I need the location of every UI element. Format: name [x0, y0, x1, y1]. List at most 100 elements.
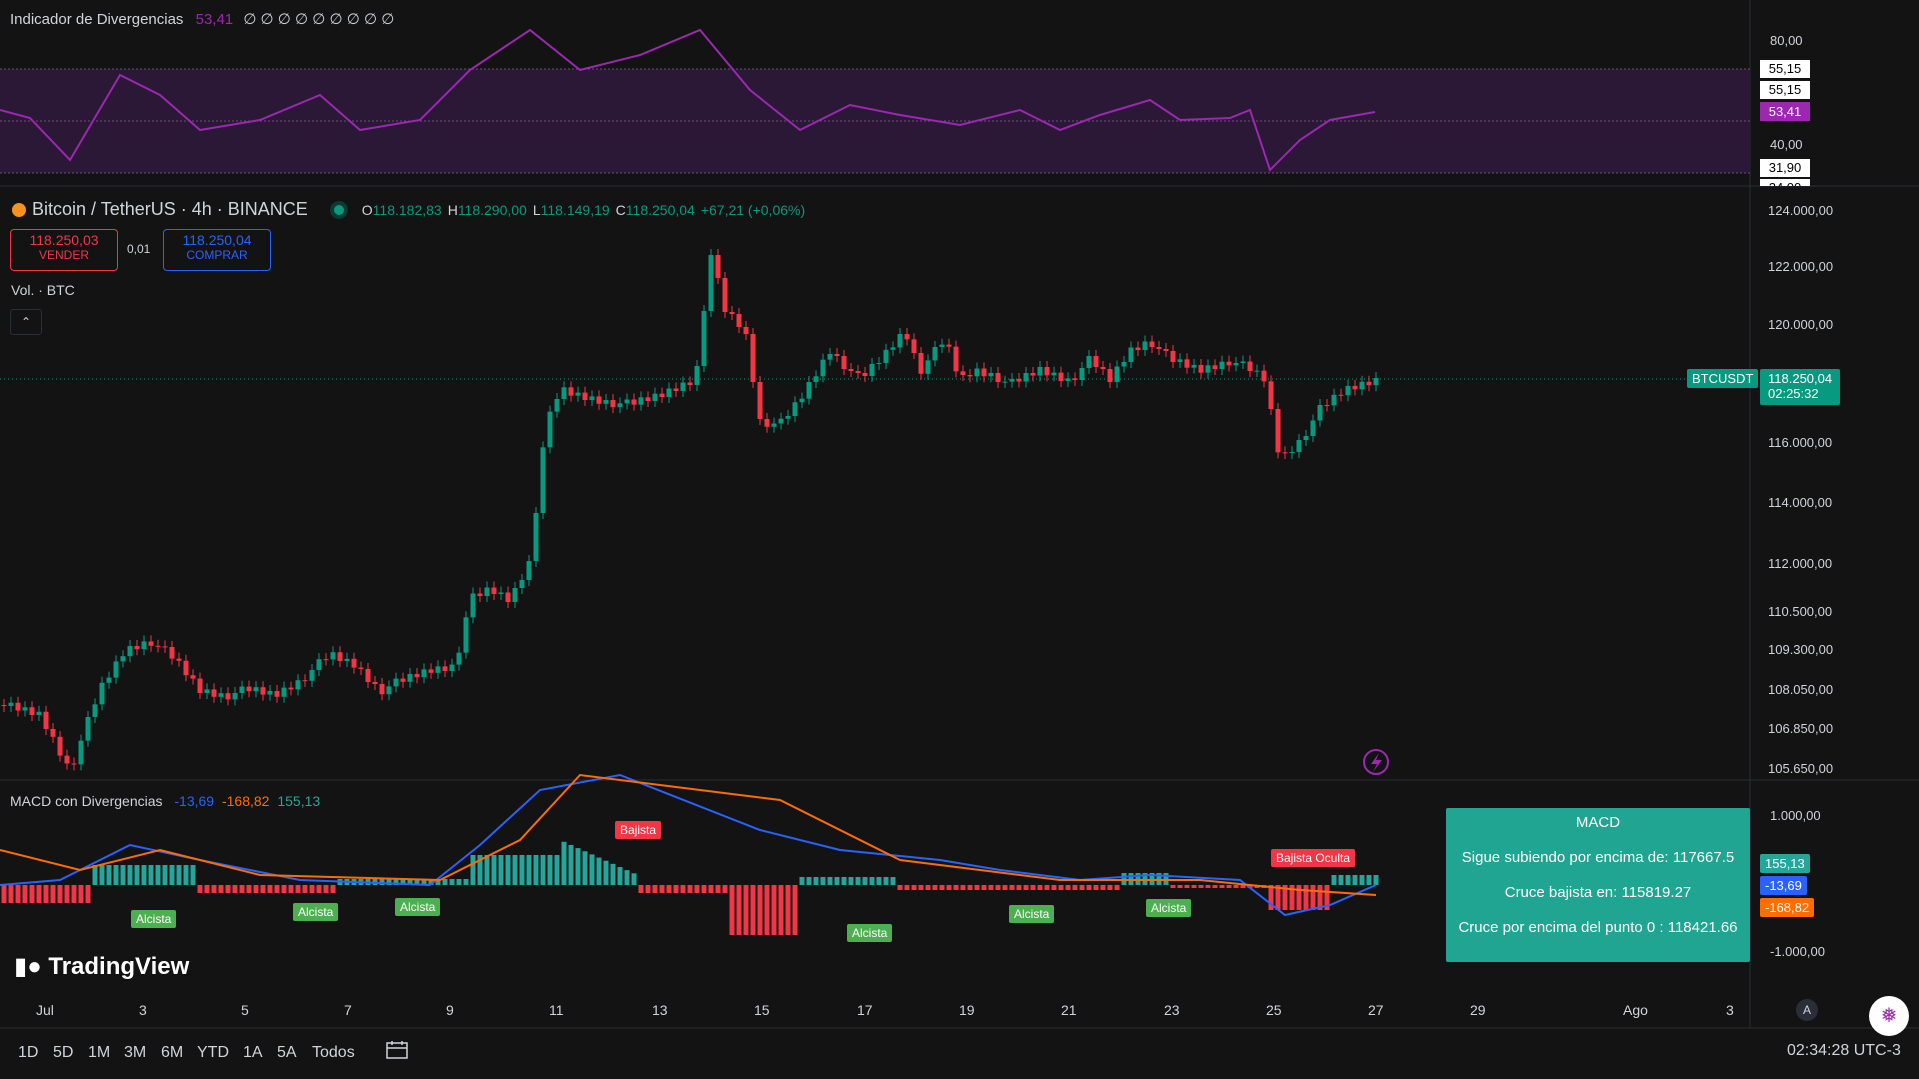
price-axis-label: 110.500,00 [1768, 604, 1833, 619]
macd-histogram-bar [953, 885, 959, 890]
timeframe-button-3m[interactable]: 3M [124, 1044, 147, 1061]
candle-body [778, 418, 784, 424]
timeframe-button-ytd[interactable]: YTD [197, 1044, 229, 1061]
macd-histogram-bar [204, 885, 210, 893]
time-axis-label: 3 [139, 1002, 147, 1018]
macd-histogram-bar [771, 885, 777, 935]
timeframe-button-5d[interactable]: 5D [53, 1044, 74, 1061]
candle-body [1212, 365, 1218, 369]
brain-icon[interactable]: ❅ [1869, 996, 1909, 1036]
candle-body [792, 402, 798, 416]
candle-body [358, 667, 364, 669]
macd-histogram-bar [36, 885, 42, 903]
macd-histogram-bar [785, 885, 791, 935]
symbol-legend[interactable]: Bitcoin / TetherUS · 4h · BINANCE O118.1… [12, 199, 805, 220]
macd-histogram-bar [85, 885, 91, 903]
timeframe-button-5a[interactable]: 5A [277, 1044, 297, 1061]
symbol-title: Bitcoin / TetherUS · 4h · BINANCE [32, 199, 308, 219]
candle-body [813, 376, 819, 382]
candle-body [1093, 356, 1099, 367]
candle-body [890, 347, 896, 350]
candle-body [316, 659, 322, 670]
macd-histogram-bar [71, 885, 77, 903]
candle-body [1191, 365, 1197, 368]
macd-histogram-bar [701, 885, 707, 893]
macd-histogram-bar [855, 877, 861, 885]
tradingview-logo[interactable]: ▮● TradingView [14, 952, 189, 981]
candle-body [1044, 367, 1050, 376]
macd-histogram-bar [981, 885, 987, 890]
candle-body [239, 686, 245, 693]
macd-histogram-bar [127, 865, 133, 885]
volume-legend[interactable]: Vol. · BTC [11, 282, 75, 298]
candle-body [554, 399, 560, 412]
macd-histogram-bar [463, 879, 469, 885]
timeframe-button-1d[interactable]: 1D [18, 1044, 39, 1061]
candle-body [1072, 378, 1078, 380]
auto-scale-button[interactable]: A [1796, 999, 1818, 1021]
lightning-icon[interactable] [1363, 749, 1389, 775]
macd-histogram-bar [1051, 885, 1057, 890]
candle-body [344, 658, 350, 661]
candle-body [1149, 341, 1155, 347]
sell-button[interactable]: 118.250,03 VENDER [10, 229, 118, 271]
macd-histogram-bar [288, 885, 294, 893]
candle-body [1030, 373, 1036, 376]
macd-legend[interactable]: MACD con Divergencias -13,69 -168,82 155… [10, 793, 320, 809]
macd-histogram-bar [820, 877, 826, 885]
clock[interactable]: 02:34:28 UTC-3 [1787, 1042, 1901, 1059]
macd-histogram-bar [1037, 885, 1043, 890]
buy-button[interactable]: 118.250,04 COMPRAR [163, 229, 271, 271]
price-axis-label: 114.000,00 [1768, 495, 1833, 510]
candle-body [918, 353, 924, 374]
macd-histogram-bar [1219, 885, 1225, 888]
candle-body [1, 705, 7, 706]
candle-body [561, 387, 567, 399]
divergence-indicator-legend[interactable]: Indicador de Divergencias 53,41 ∅ ∅ ∅ ∅ … [10, 10, 394, 28]
candle-body [1128, 347, 1134, 362]
candle-body [932, 347, 938, 361]
candle-body [1086, 356, 1092, 368]
macd-histogram-bar [883, 877, 889, 885]
candle-body [1338, 394, 1344, 396]
candle-body [218, 693, 224, 697]
timeframe-button-todos[interactable]: Todos [312, 1044, 355, 1061]
macd-histogram-bar [673, 885, 679, 893]
macd-histogram-bar [29, 885, 35, 903]
macd-value-3: 155,13 [277, 793, 321, 809]
timeframe-button-6m[interactable]: 6M [161, 1044, 184, 1061]
candle-body [1135, 347, 1141, 350]
candle-body [806, 382, 812, 399]
high-value: 118.290,00 [457, 201, 527, 218]
macd-histogram-bar [330, 885, 336, 893]
candle-body [848, 369, 854, 371]
macd-label-alcista-6: Alcista [1146, 899, 1192, 917]
candle-body [568, 387, 574, 396]
macd-histogram-bar [484, 855, 490, 885]
calendar-range-icon[interactable] [386, 1040, 410, 1060]
candle-body [155, 645, 161, 647]
timeframe-button-1a[interactable]: 1A [243, 1044, 263, 1061]
candle-body [456, 652, 462, 665]
candle-body [1163, 349, 1169, 351]
macd-info-line-2: Cruce bajista en: 115819.27 [1504, 884, 1692, 901]
macd-histogram-bar [715, 885, 721, 893]
candle-body [904, 334, 910, 340]
candle-body [743, 327, 749, 334]
price-axis-label: 105.650,00 [1768, 761, 1834, 776]
chevron-up-icon[interactable]: ⌃ [10, 309, 42, 335]
timeframe-button-1m[interactable]: 1M [88, 1044, 111, 1061]
macd-info-line-3: Cruce por encima del punto 0 : 118421.66 [1458, 919, 1738, 936]
candle-body [708, 255, 714, 311]
candle-body [827, 354, 833, 360]
candle-body [1205, 365, 1211, 373]
candle-body [1331, 394, 1337, 406]
macd-histogram-bar [918, 885, 924, 890]
candle-body [1247, 361, 1253, 371]
macd-histogram-bar [1345, 875, 1351, 885]
time-axis-label: 19 [959, 1002, 975, 1018]
candle-body [694, 366, 700, 385]
candle-body [631, 399, 637, 405]
macd-histogram-bar [575, 848, 581, 885]
